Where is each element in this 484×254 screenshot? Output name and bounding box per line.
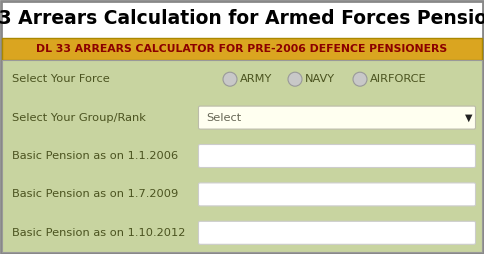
FancyBboxPatch shape <box>198 145 475 167</box>
Text: ▼: ▼ <box>465 113 472 123</box>
FancyBboxPatch shape <box>2 38 482 60</box>
Circle shape <box>223 72 237 86</box>
FancyBboxPatch shape <box>198 183 475 206</box>
Circle shape <box>353 72 367 86</box>
Text: DL 33 ARREARS CALCULATOR FOR PRE-2006 DEFENCE PENSIONERS: DL 33 ARREARS CALCULATOR FOR PRE-2006 DE… <box>36 44 448 54</box>
Text: Basic Pension as on 1.1.2006: Basic Pension as on 1.1.2006 <box>12 151 178 161</box>
Circle shape <box>288 72 302 86</box>
Text: NAVY: NAVY <box>305 74 335 84</box>
Text: Basic Pension as on 1.7.2009: Basic Pension as on 1.7.2009 <box>12 189 178 199</box>
Text: AIRFORCE: AIRFORCE <box>370 74 426 84</box>
FancyBboxPatch shape <box>198 106 475 129</box>
FancyBboxPatch shape <box>2 60 482 252</box>
Text: Select Your Group/Rank: Select Your Group/Rank <box>12 113 146 123</box>
Text: Select Your Force: Select Your Force <box>12 74 110 84</box>
FancyBboxPatch shape <box>198 221 475 244</box>
Text: ARMY: ARMY <box>240 74 272 84</box>
Text: DL-33 Arrears Calculation for Armed Forces Pensioners: DL-33 Arrears Calculation for Armed Forc… <box>0 9 484 28</box>
Text: Basic Pension as on 1.10.2012: Basic Pension as on 1.10.2012 <box>12 228 185 238</box>
Text: Select: Select <box>206 113 241 123</box>
